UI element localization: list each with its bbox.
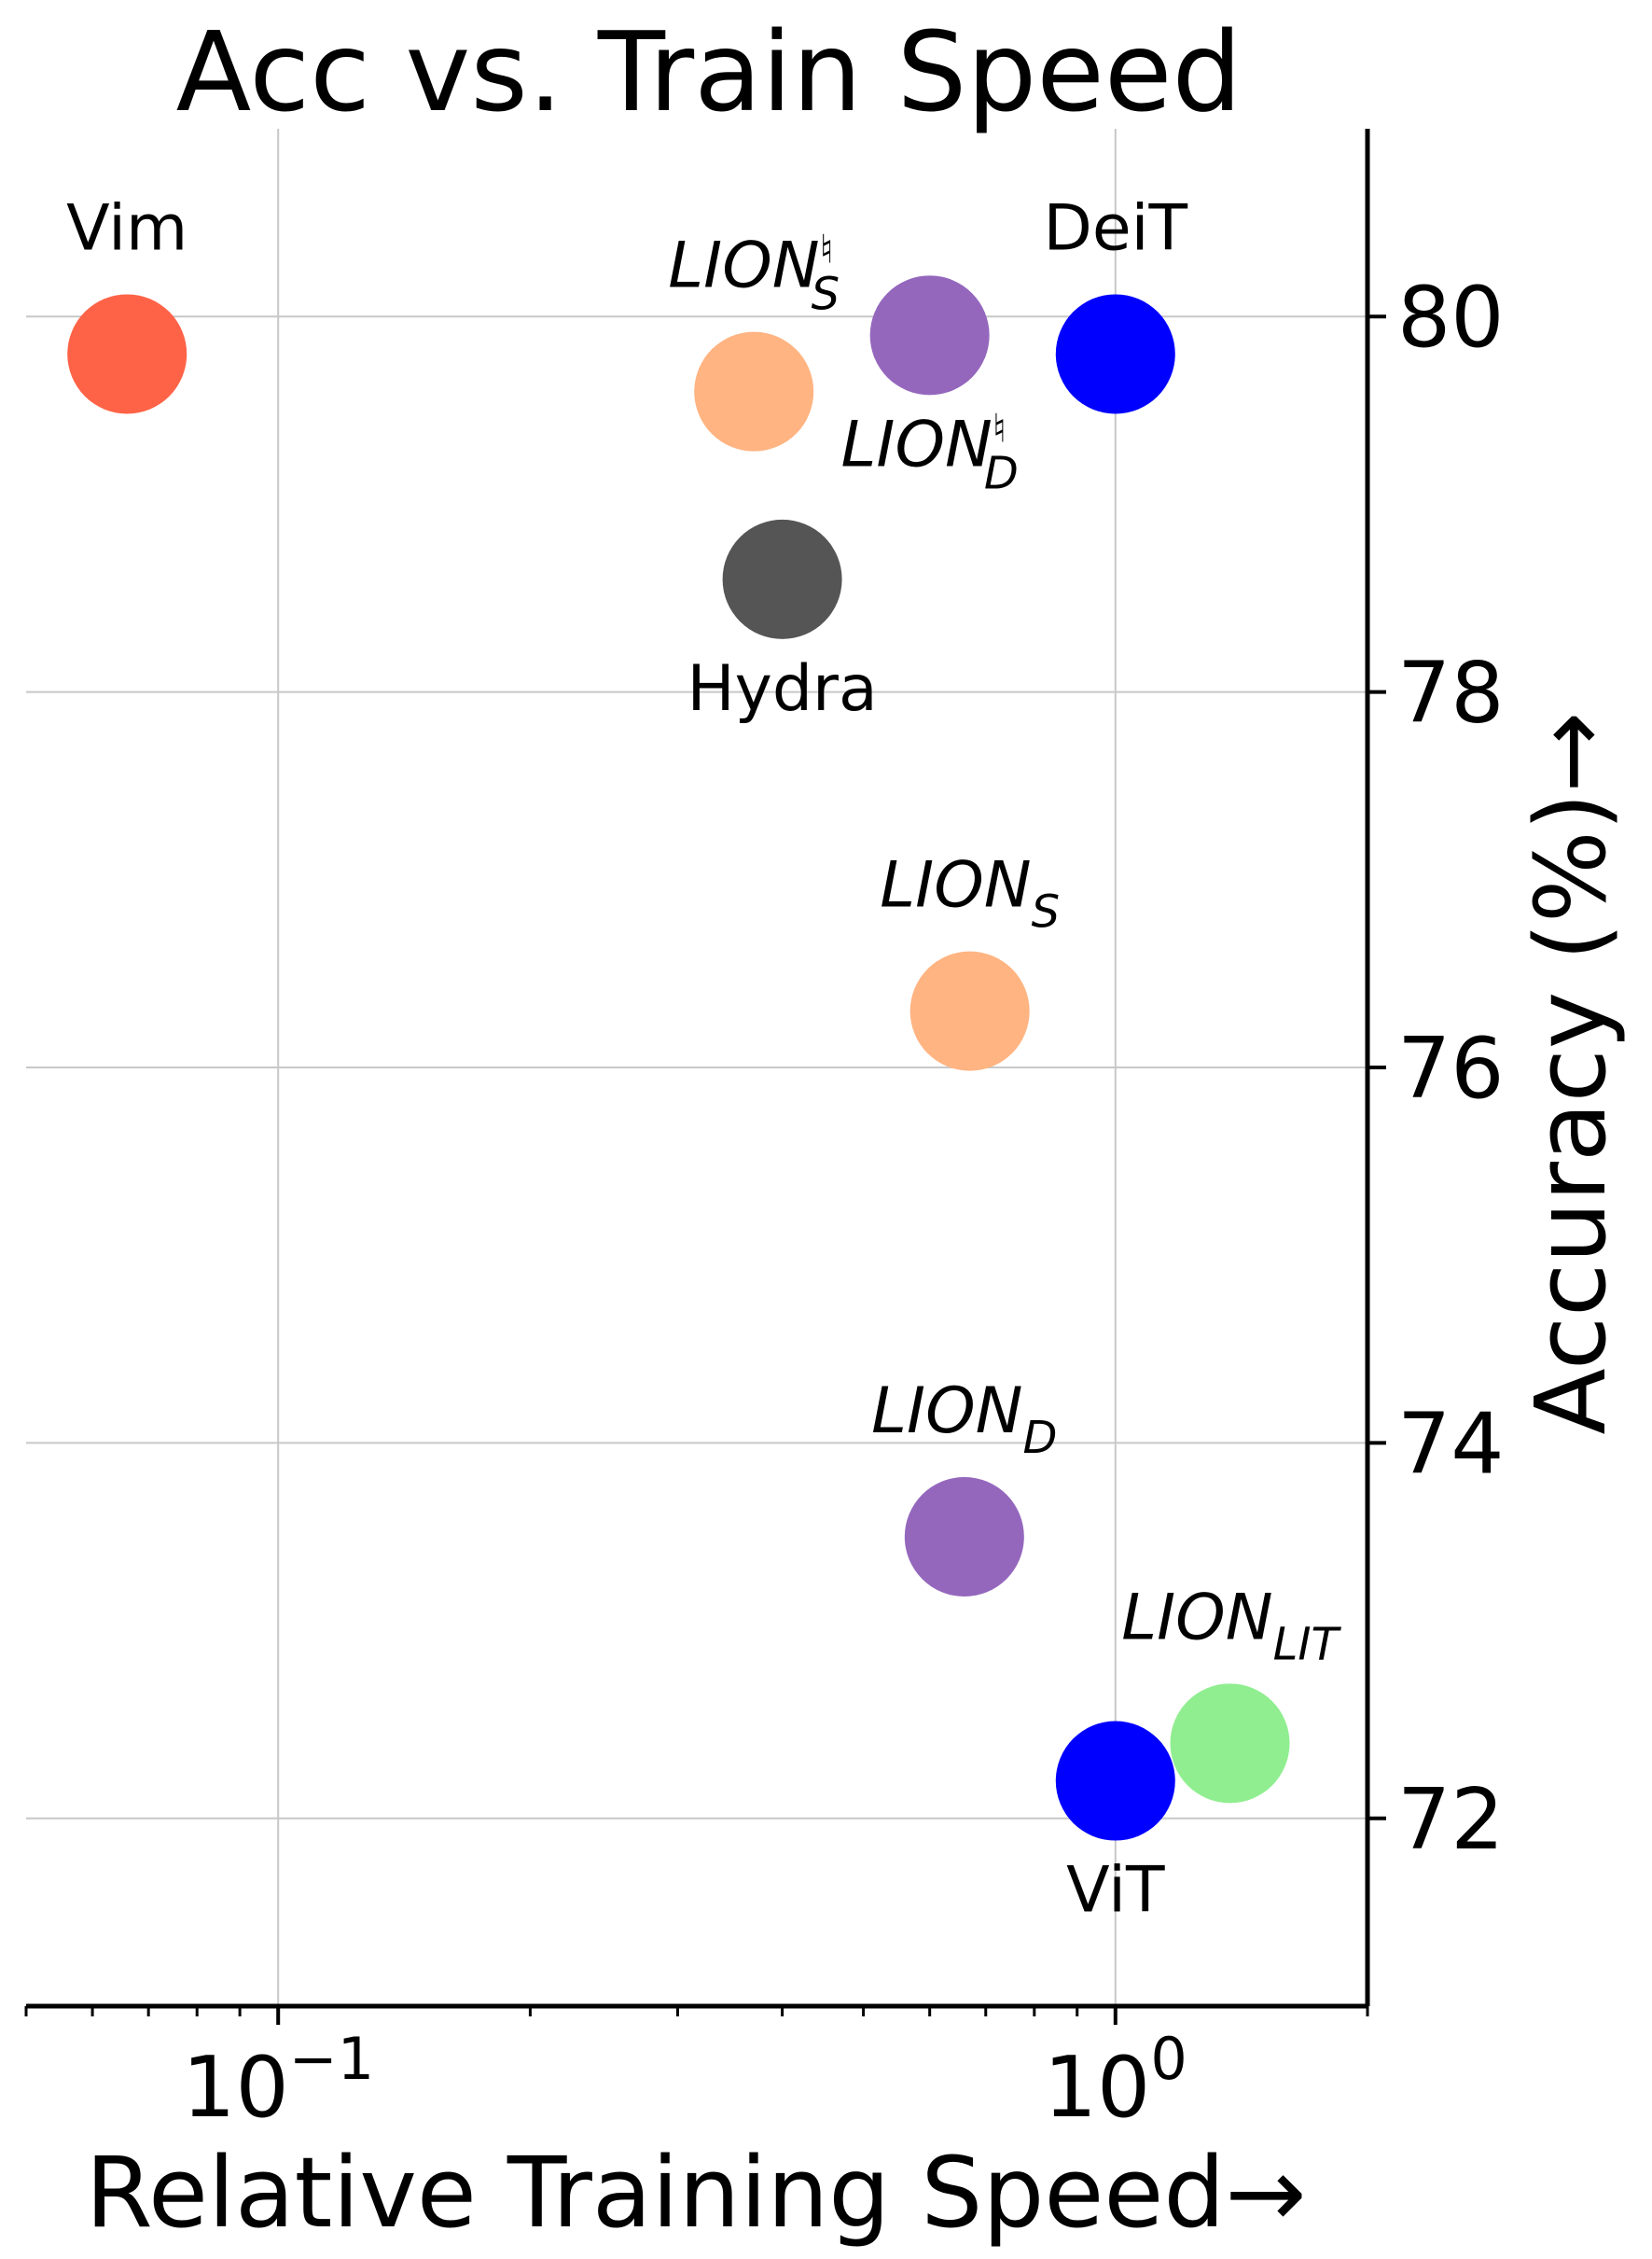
data-point [1055, 294, 1175, 414]
ticks: 72 74 76 78 80 10−1 100 [24, 269, 1505, 2137]
point-label: LIOND [871, 1374, 1057, 1464]
point-label: LIONS [880, 849, 1060, 939]
x-tick-label: 10−1 [182, 2025, 374, 2137]
y-tick-label: 78 [1397, 645, 1505, 743]
data-point [869, 275, 990, 396]
data-point [67, 294, 187, 414]
point-label: DeiT [1043, 191, 1187, 265]
y-tick-label: 80 [1397, 269, 1505, 367]
x-axis-label: Relative Training Speed→ [85, 2136, 1306, 2250]
data-point [722, 519, 842, 639]
y-axis-label: Accuracy (%)→ [1514, 712, 1628, 1435]
data-point [909, 951, 1030, 1071]
data-point [1170, 1683, 1290, 1804]
point-label: Vim [66, 191, 187, 265]
chart-title: Acc vs. Train Speed [176, 7, 1242, 136]
point-label: LION♮ S [668, 227, 840, 321]
grid-lines [26, 129, 1367, 2006]
point-label: LIONLIT [1121, 1581, 1341, 1670]
data-point [1055, 1721, 1175, 1841]
data-point [694, 331, 814, 452]
data-point [904, 1477, 1024, 1597]
point-label: ViT [1066, 1854, 1165, 1928]
y-tick-label: 72 [1397, 1771, 1505, 1869]
y-tick-label: 76 [1397, 1020, 1505, 1118]
point-label: LION♮ D [841, 405, 1019, 499]
x-tick-label: 100 [1044, 2025, 1187, 2137]
y-tick-label: 74 [1397, 1395, 1505, 1493]
data-points [67, 275, 1290, 1841]
point-label: Hydra [687, 652, 878, 726]
